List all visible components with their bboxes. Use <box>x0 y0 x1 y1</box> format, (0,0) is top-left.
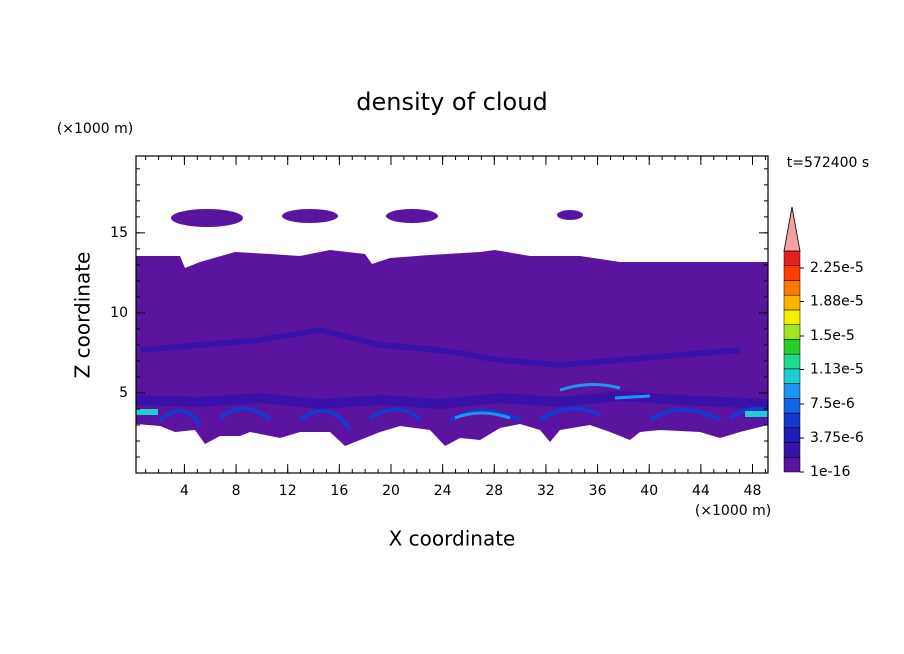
time-label: t=572400 s <box>787 155 869 171</box>
cloud-patch <box>282 209 338 223</box>
colorbar-label: 1.13e-5 <box>810 362 864 378</box>
x-tick-label: 28 <box>485 483 503 499</box>
colorbar-swatch <box>783 309 801 325</box>
x-tick-label: 44 <box>692 483 710 499</box>
x-tick-label: 20 <box>382 483 400 499</box>
cloud-band <box>454 383 651 420</box>
colorbar-swatch <box>783 427 801 443</box>
colorbar-label: 1e-16 <box>810 464 850 480</box>
x-tick-label: 12 <box>279 483 297 499</box>
cloud-patch <box>386 209 438 223</box>
y-tick-label: 15 <box>110 225 128 241</box>
chart-title: density of cloud <box>356 88 547 116</box>
colorbar-label: 1.5e-5 <box>810 328 855 344</box>
colorbar-swatch <box>783 412 801 429</box>
colorbar-swatch <box>783 339 801 355</box>
colorbar-swatch <box>783 457 801 473</box>
colorbar-label: 3.75e-6 <box>810 430 864 446</box>
y-tick-label: 5 <box>119 385 128 401</box>
x-tick-label: 16 <box>330 483 348 499</box>
x-tick-label: 32 <box>537 483 555 499</box>
cloud-band <box>139 326 741 369</box>
colorbar-swatch <box>783 324 801 340</box>
colorbar-swatch <box>783 442 801 458</box>
cloud-band <box>136 409 768 417</box>
colorbar-swatch <box>783 265 801 281</box>
y-axis-title: Z coordinate <box>71 252 95 379</box>
cloud-patch <box>557 210 583 220</box>
x-unit: (×1000 m) <box>695 503 771 519</box>
colorbar-swatch <box>783 280 801 296</box>
cloud-patch <box>171 209 243 227</box>
colorbar-swatch <box>783 398 801 414</box>
x-tick-label: 4 <box>180 483 189 499</box>
cloud-band <box>158 406 769 432</box>
colorbar-label: 2.25e-5 <box>810 260 864 276</box>
x-tick-label: 36 <box>589 483 607 499</box>
colorbar-extension <box>783 206 801 252</box>
y-unit: (×1000 m) <box>57 121 133 137</box>
colorbar-swatch <box>783 368 801 384</box>
contour-field <box>135 209 769 446</box>
x-axis-title: X coordinate <box>389 527 516 551</box>
x-tick-label: 48 <box>744 483 762 499</box>
colorbar-label: 7.5e-6 <box>810 396 855 412</box>
colorbar-label: 1.88e-5 <box>810 294 864 310</box>
colorbar-swatch <box>783 250 801 266</box>
y-tick-label: 10 <box>110 305 128 321</box>
x-tick-label: 8 <box>232 483 241 499</box>
colorbar-swatch <box>783 294 801 311</box>
colorbar-swatch <box>783 353 801 370</box>
colorbar-swatch <box>783 383 801 399</box>
x-tick-label: 40 <box>640 483 658 499</box>
x-tick-label: 24 <box>434 483 452 499</box>
plot-frame <box>135 155 769 474</box>
